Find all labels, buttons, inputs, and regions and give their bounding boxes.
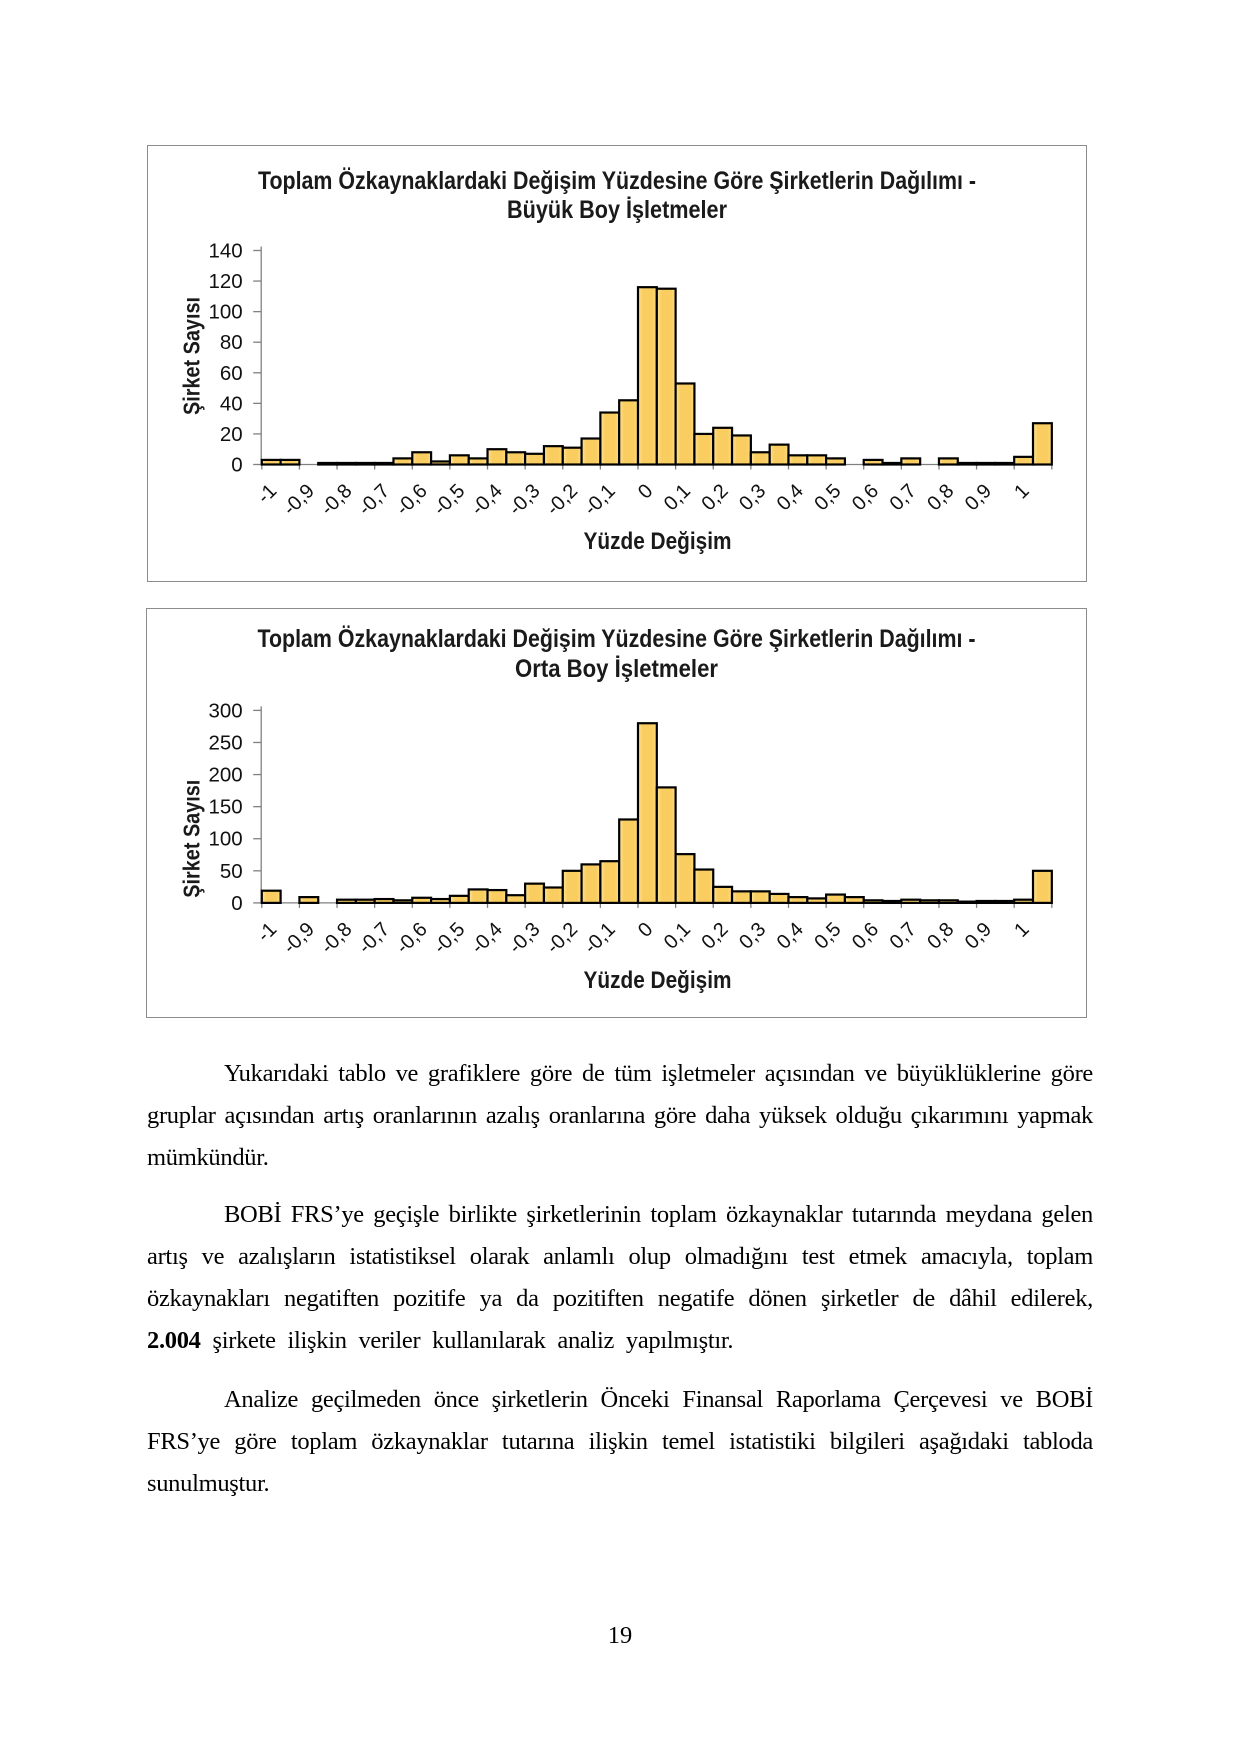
svg-text:40: 40 <box>220 392 243 415</box>
svg-text:Toplam Özkaynaklardaki Değişim: Toplam Özkaynaklardaki Değişim Yüzdesine… <box>258 624 976 653</box>
svg-text:0: 0 <box>231 892 242 915</box>
svg-text:150: 150 <box>208 796 242 819</box>
svg-text:80: 80 <box>220 331 243 354</box>
svg-text:Yüzde Değişim: Yüzde Değişim <box>584 967 732 994</box>
svg-text:120: 120 <box>208 270 242 293</box>
svg-text:Yüzde Değişim: Yüzde Değişim <box>584 528 732 555</box>
svg-text:0: 0 <box>231 454 242 477</box>
svg-text:250: 250 <box>208 731 242 754</box>
svg-text:Şirket Sayısı: Şirket Sayısı <box>179 297 205 415</box>
svg-text:100: 100 <box>208 828 242 851</box>
svg-text:140: 140 <box>208 240 242 263</box>
svg-text:Orta Boy İşletmeler: Orta Boy İşletmeler <box>515 655 718 683</box>
svg-text:100: 100 <box>208 301 242 324</box>
svg-text:Büyük Boy İşletmeler: Büyük Boy İşletmeler <box>507 196 727 224</box>
svg-text:20: 20 <box>220 423 243 446</box>
svg-text:60: 60 <box>220 362 243 385</box>
svg-text:300: 300 <box>208 699 242 722</box>
svg-text:Şirket Sayısı: Şirket Sayısı <box>179 780 205 898</box>
svg-text:Toplam Özkaynaklardaki Değişim: Toplam Özkaynaklardaki Değişim Yüzdesine… <box>258 166 976 195</box>
svg-text:50: 50 <box>220 860 243 883</box>
svg-text:200: 200 <box>208 764 242 787</box>
